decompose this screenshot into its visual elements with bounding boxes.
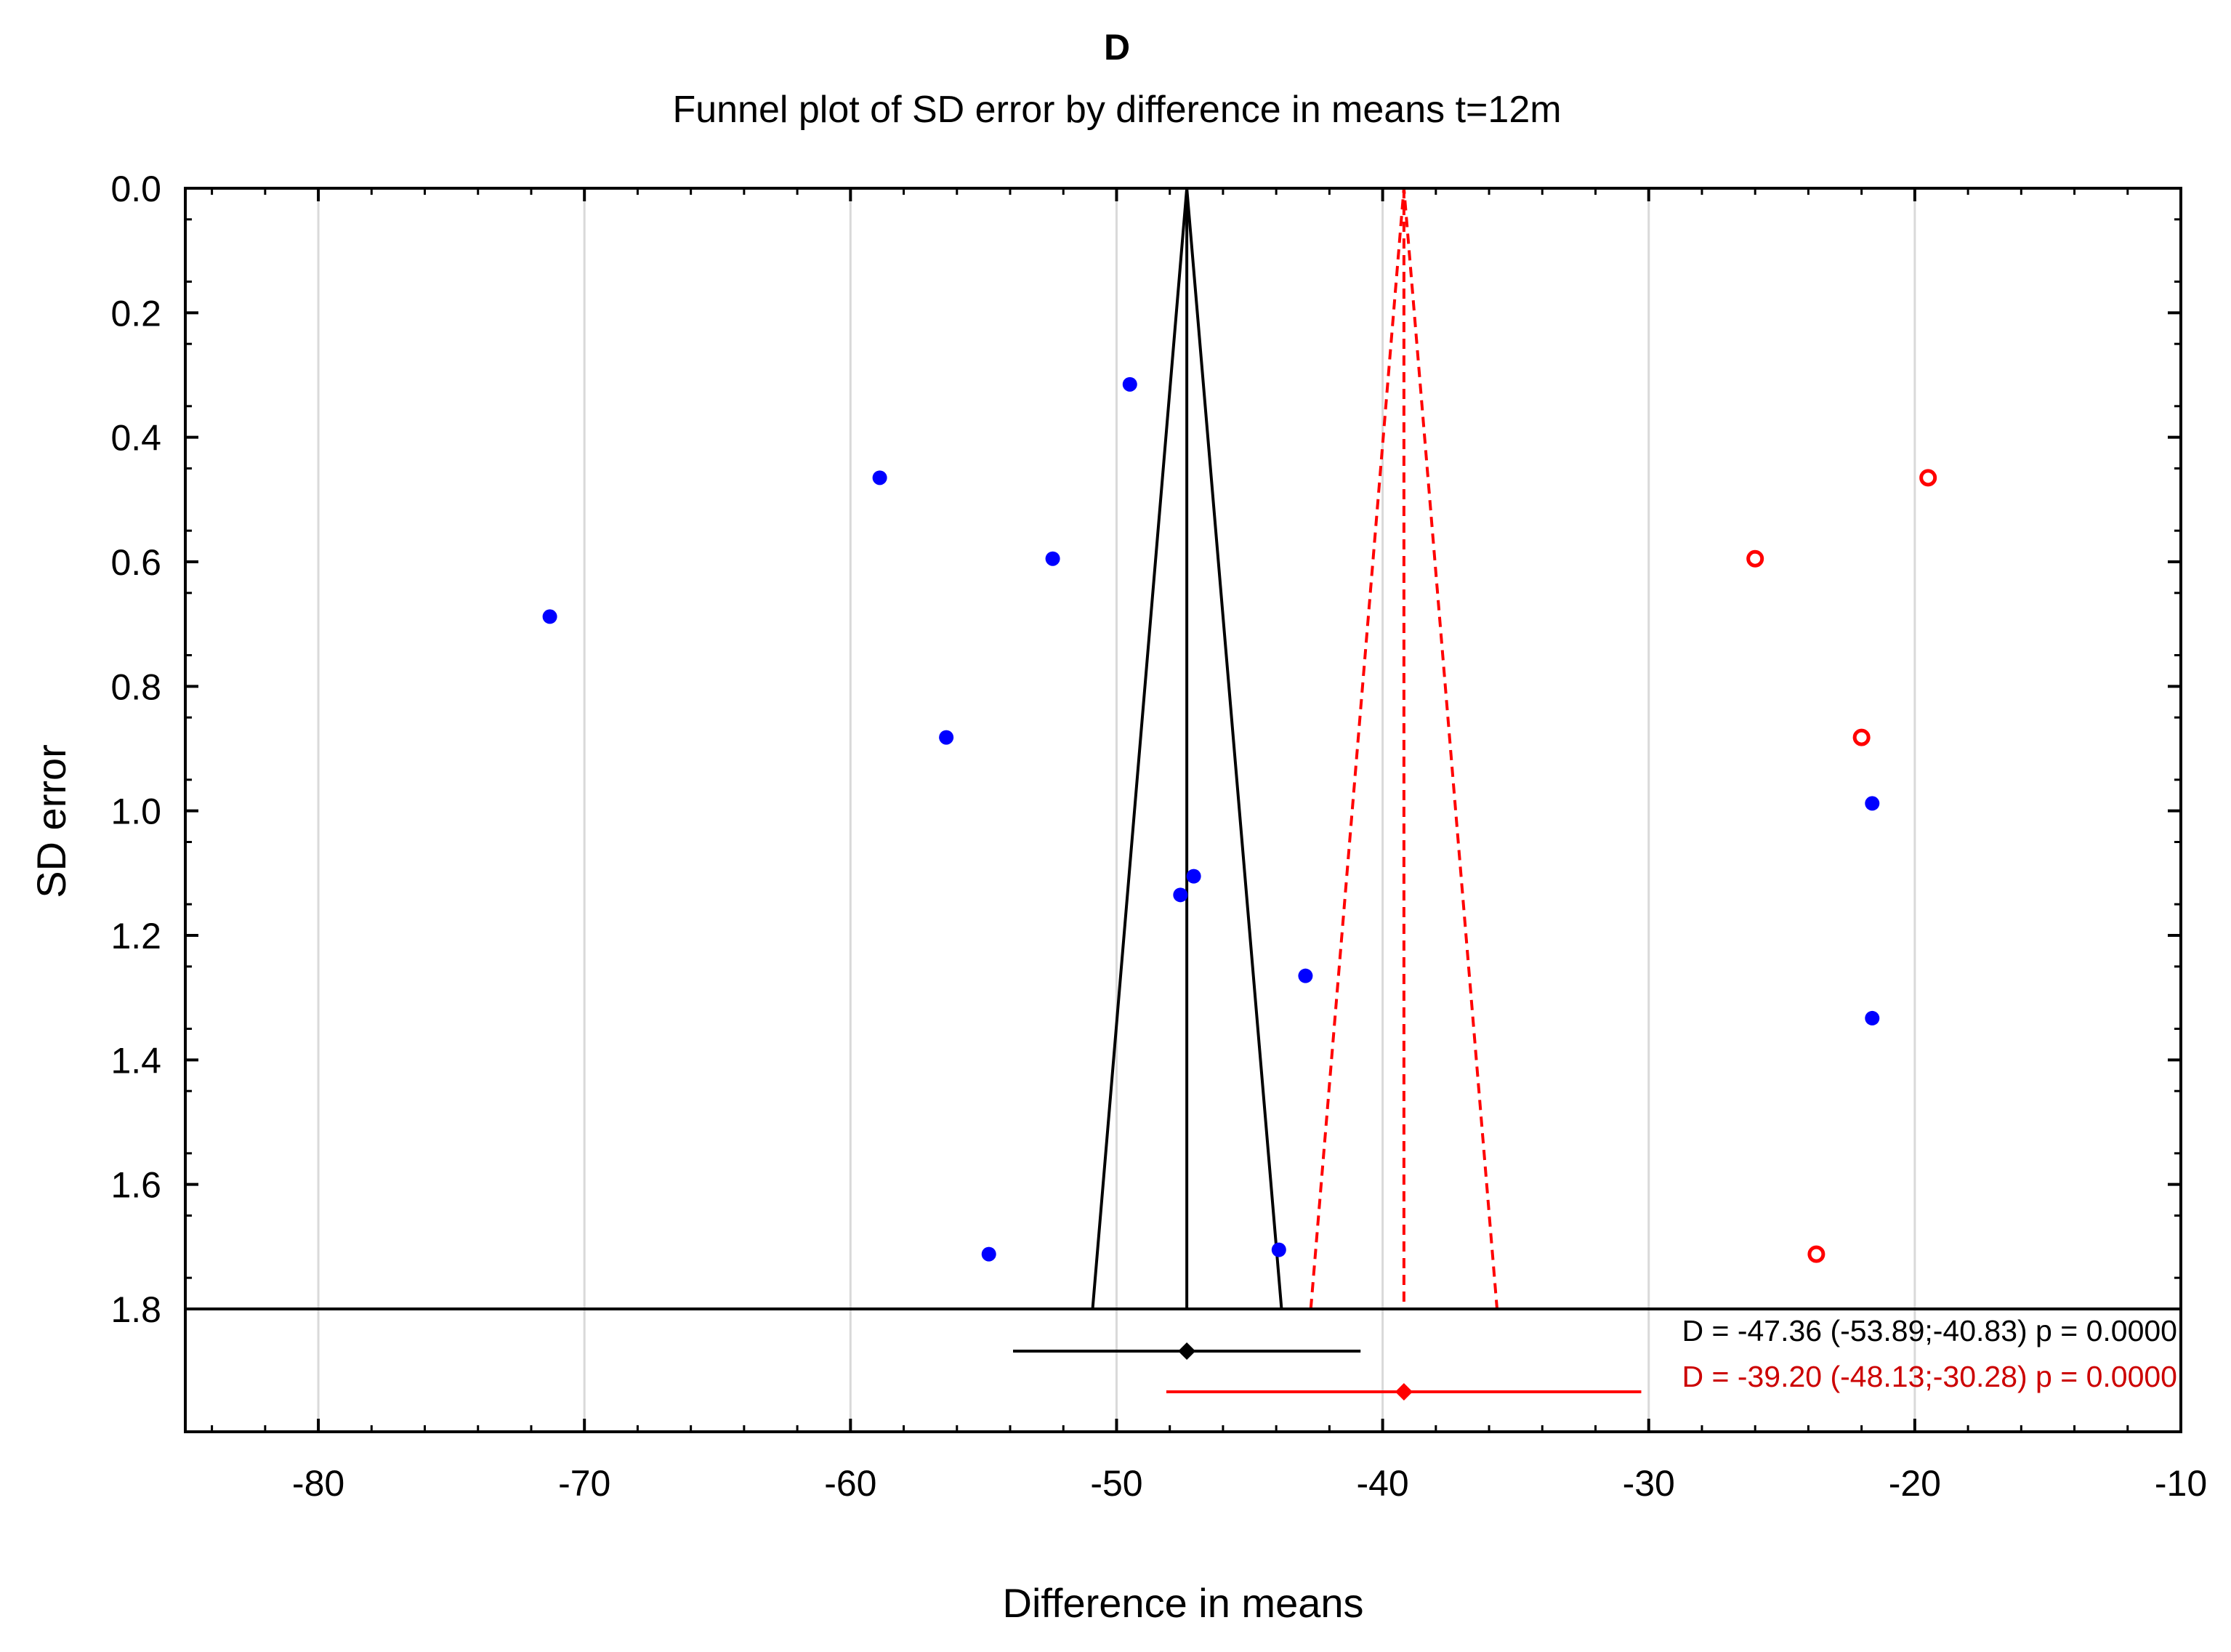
- y-tick-label: 1.8: [110, 1289, 161, 1330]
- x-tick-label: -20: [1889, 1463, 1941, 1504]
- data-point-observed: [1122, 376, 1137, 392]
- x-tick-label: -10: [2155, 1463, 2207, 1504]
- pooled-estimate-label-adjusted: D = -39.20 (-48.13;-30.28) p = 0.0000: [1682, 1360, 2177, 1393]
- y-tick-label: 0.4: [110, 418, 161, 459]
- y-tick-label: 1.2: [110, 916, 161, 956]
- data-point-observed: [1271, 1242, 1286, 1257]
- data-point-observed: [542, 609, 557, 624]
- y-tick-label: 0.2: [110, 293, 161, 334]
- y-tick-label: 1.4: [110, 1040, 161, 1081]
- x-tick-label: -60: [824, 1463, 876, 1504]
- y-tick-label: 0.8: [110, 666, 161, 707]
- grid-lines: [317, 188, 1916, 1432]
- x-axis-label: Difference in means: [1003, 1580, 1364, 1626]
- chart-title: Funnel plot of SD error by difference in…: [672, 89, 1561, 131]
- panel-label: D: [1104, 27, 1130, 68]
- data-point-observed: [1045, 551, 1060, 566]
- y-tick-label: 1.6: [110, 1165, 161, 1206]
- data-point-observed: [1865, 796, 1880, 811]
- data-point-observed: [939, 730, 954, 745]
- data-point-imputed: [1919, 469, 1937, 487]
- data-points: [542, 376, 1937, 1263]
- x-tick-label: -50: [1090, 1463, 1142, 1504]
- pooled-estimate-diamond-observed: [1178, 1342, 1196, 1360]
- x-tick-label: -70: [558, 1463, 610, 1504]
- axes: 0.0 0.2 0.4 0.6 0.8 1.0 1.2 1.4 1.6 1.8 -80 -70 -60 -…: [110, 169, 2207, 1504]
- data-point-observed: [1298, 968, 1313, 983]
- pooled-estimate-diamond-adjusted: [1395, 1383, 1413, 1401]
- data-point-imputed: [1807, 1245, 1825, 1263]
- y-tick-label: 0.0: [110, 169, 161, 209]
- pooled-estimate-label-observed: D = -47.36 (-53.89;-40.83) p = 0.0000: [1682, 1314, 2177, 1347]
- y-axis-label: SD error: [28, 744, 74, 898]
- x-tick-label: -30: [1623, 1463, 1675, 1504]
- data-point-observed: [1186, 869, 1201, 884]
- data-point-observed: [981, 1246, 996, 1262]
- pooled-estimates: [1013, 1342, 1642, 1401]
- x-tick-label: -80: [292, 1463, 344, 1504]
- data-point-imputed: [1746, 549, 1764, 568]
- data-point-imputed: [1852, 728, 1871, 746]
- data-point-observed: [872, 470, 887, 485]
- data-point-observed: [1173, 887, 1188, 903]
- y-tick-label: 1.0: [110, 791, 161, 832]
- y-tick-label: 0.6: [110, 542, 161, 583]
- x-tick-label: -40: [1356, 1463, 1408, 1504]
- data-point-observed: [1865, 1010, 1880, 1026]
